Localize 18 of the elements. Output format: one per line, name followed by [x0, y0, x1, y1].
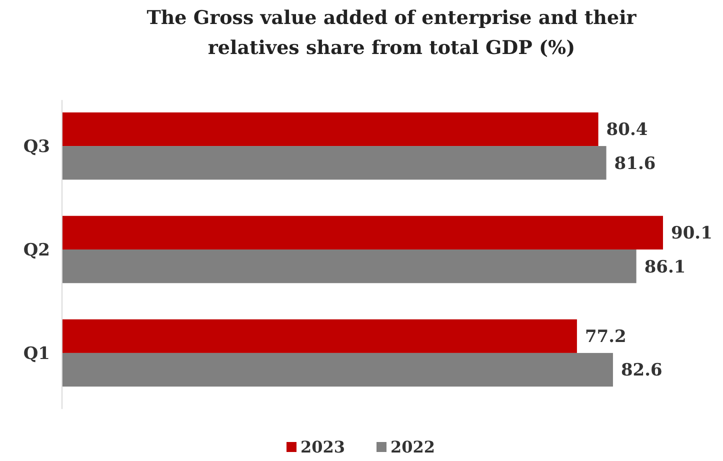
bar: [62, 216, 663, 250]
bar: [62, 112, 598, 146]
bar: [62, 250, 636, 284]
legend-label: 2022: [390, 438, 436, 457]
chart-title: The Gross value added of enterprise and their relatives share from total GDP (%): [146, 7, 638, 59]
bar: [62, 319, 577, 353]
bar: [62, 352, 613, 387]
data-label: 80.4: [606, 120, 648, 140]
data-label: 77.2: [584, 327, 626, 348]
data-label: 82.6: [620, 360, 662, 381]
y-tick-label: Q2: [23, 240, 50, 260]
y-tick-label: Q1: [23, 344, 50, 364]
data-label: 90.1: [671, 224, 712, 244]
data-label: 81.6: [614, 154, 656, 174]
data-label: 86.1: [644, 257, 686, 278]
legend-label: 2023: [300, 438, 346, 457]
bar: [62, 146, 606, 180]
y-tick-label: Q3: [23, 136, 50, 157]
